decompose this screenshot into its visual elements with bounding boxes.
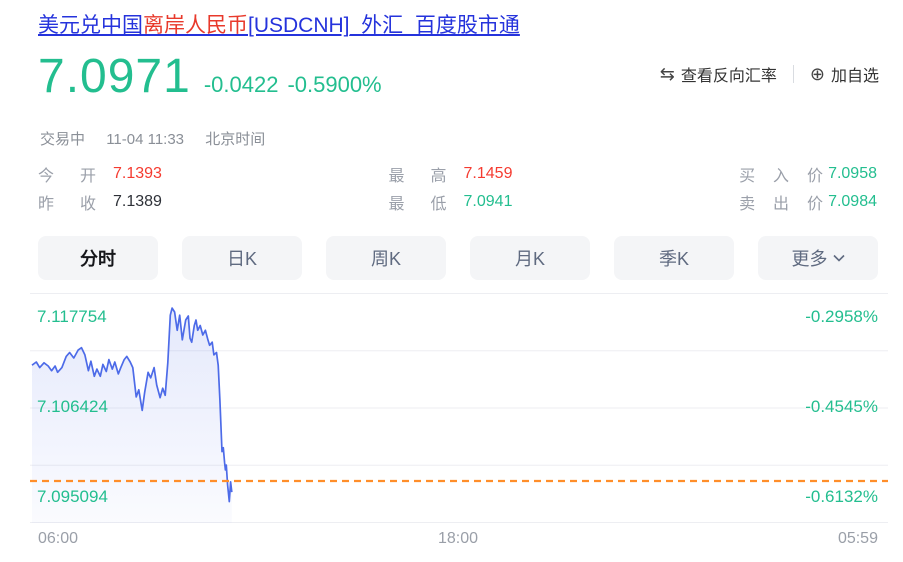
tab-more-label: 更多 (791, 249, 828, 269)
y-axis-price-label: 7.095094 (37, 486, 108, 506)
price-line (31, 307, 233, 503)
stat-open-label: 今开 (38, 168, 96, 185)
x-axis-tick: 05:59 (837, 530, 878, 547)
chart-period-tabs: 分时 日K 周K 月K 季K 更多 (38, 236, 878, 280)
price-area-fill (32, 308, 232, 523)
plus-circle-icon: ⊕ (809, 64, 825, 84)
y-axis-percent-label: -0.4545% (805, 397, 878, 417)
stat-high-label: 最高 (388, 168, 447, 185)
price-change-percent: -0.5900% (287, 72, 382, 97)
title-post: [USDCNH]_外汇_百度股市通 (248, 14, 520, 37)
tab-monthly-k-label: 月K (514, 249, 545, 269)
page-title-link[interactable]: 美元兑中国离岸人民币[USDCNH]_外汇_百度股市通 (38, 12, 520, 40)
vertical-divider (792, 65, 794, 83)
stat-prev-close-label: 昨收 (38, 196, 96, 213)
y-axis-percent-label: -0.2958% (805, 307, 878, 327)
view-reverse-rate-label: 查看反向汇率 (680, 68, 777, 85)
chevron-down-icon (832, 254, 845, 262)
stats-grid: 今开 7.1393 昨收 7.1389 最高 7.1459 最低 7.0941 买入价 7.095… (38, 160, 877, 216)
y-axis-percent-label: -0.6132% (805, 486, 878, 506)
stat-open-value: 7.1393 (113, 165, 162, 182)
stat-ask: 卖出价 7.0984 (739, 188, 877, 216)
stat-prev-close-value: 7.1389 (113, 193, 162, 210)
y-axis-price-label: 7.106424 (37, 397, 108, 417)
tab-daily-k[interactable]: 日K (182, 236, 302, 280)
trading-status-row: 交易中 11-04 11:33 北京时间 (40, 128, 282, 149)
x-axis-tick: 18:00 (437, 530, 479, 547)
title-highlight: 离岸人民币 (143, 14, 248, 37)
stat-bid-value: 7.0958 (828, 165, 877, 182)
tab-monthly-k[interactable]: 月K (470, 236, 590, 280)
tab-quarterly-k[interactable]: 季K (614, 236, 734, 280)
add-watchlist-button[interactable]: ⊕ 加自选 (810, 62, 879, 86)
tab-weekly-k-label: 周K (370, 249, 401, 269)
stats-column: 今开 7.1393 昨收 7.1389 (38, 160, 162, 216)
view-reverse-rate-button[interactable]: ⇆ 查看反向汇率 (660, 62, 777, 86)
quote-datetime: 11-04 11:33 (106, 131, 185, 148)
stat-high: 最高 7.1459 (389, 160, 513, 188)
chart-canvas (30, 293, 888, 523)
timezone-label: 北京时间 (205, 131, 266, 148)
tab-quarterly-k-label: 季K (658, 249, 689, 269)
y-axis-price-label: 7.117754 (37, 307, 107, 327)
stat-bid-label: 买入价 (739, 168, 824, 185)
stat-ask-label: 卖出价 (739, 196, 824, 213)
price-change: -0.0422 (203, 72, 279, 97)
quote-header: 7.0971 -0.0422 -0.5900% (38, 50, 382, 104)
intraday-chart[interactable]: 7.117754 7.106424 7.095094 -0.2958% -0.4545%… (0, 293, 903, 523)
stat-open: 今开 7.1393 (38, 160, 162, 188)
stat-bid: 买入价 7.0958 (739, 160, 877, 188)
stat-high-value: 7.1459 (463, 165, 513, 182)
stats-column: 最高 7.1459 最低 7.0941 (389, 160, 513, 216)
stat-ask-value: 7.0984 (828, 193, 877, 210)
current-price: 7.0971 (38, 50, 191, 103)
tab-minute-label: 分时 (80, 249, 116, 269)
quote-actions: ⇆ 查看反向汇率 ⊕ 加自选 (660, 62, 879, 86)
tab-daily-k-label: 日K (226, 249, 257, 269)
stat-low-label: 最低 (388, 196, 447, 213)
stat-prev-close: 昨收 7.1389 (38, 188, 162, 216)
tab-weekly-k[interactable]: 周K (326, 236, 446, 280)
stat-low-value: 7.0941 (463, 193, 513, 210)
trading-state-label: 交易中 (40, 131, 86, 148)
add-watchlist-label: 加自选 (830, 68, 879, 85)
stats-column: 买入价 7.0958 卖出价 7.0984 (739, 160, 877, 216)
title-pre: 美元兑中国 (38, 14, 143, 37)
swap-arrows-icon: ⇆ (659, 64, 675, 84)
stat-low: 最低 7.0941 (389, 188, 513, 216)
tab-more[interactable]: 更多 (758, 236, 878, 280)
tab-minute[interactable]: 分时 (38, 236, 158, 280)
x-axis-tick: 06:00 (38, 530, 79, 547)
time-axis: 06:00 18:00 05:59 (38, 530, 878, 548)
